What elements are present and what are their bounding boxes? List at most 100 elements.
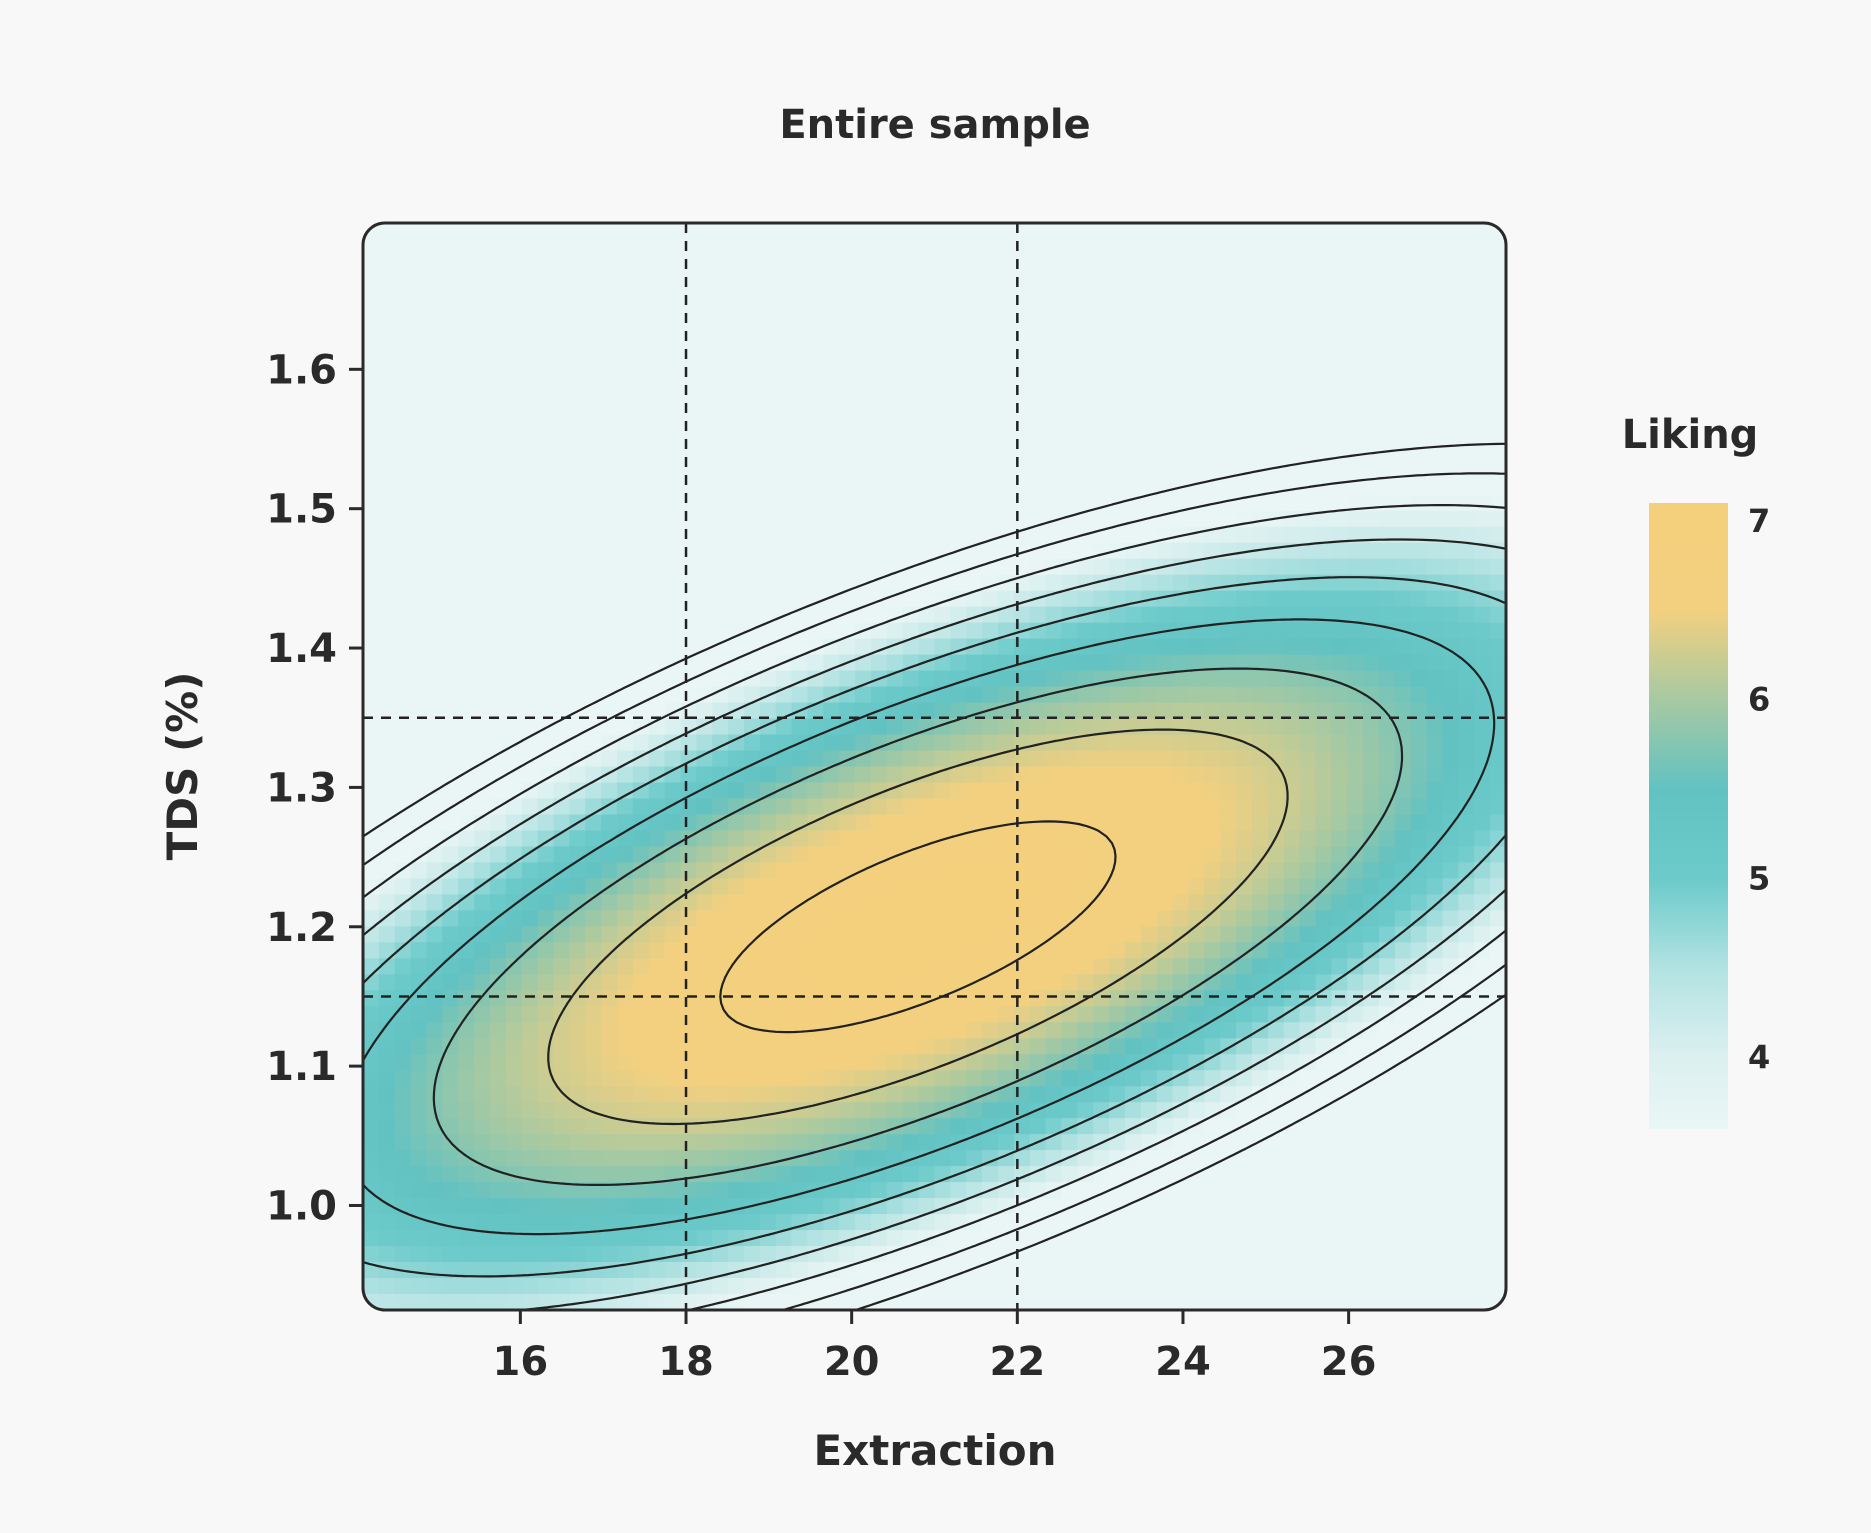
heat-cell (537, 270, 555, 288)
heat-cell (1045, 958, 1063, 976)
heat-cell (1442, 1006, 1460, 1024)
heat-cell (378, 302, 396, 320)
heat-cell (728, 350, 745, 368)
heat-cell (394, 1054, 412, 1072)
heat-cell (1458, 1102, 1476, 1119)
heat-cell (1172, 286, 1190, 304)
heat-cell (744, 366, 761, 384)
heat-cell (505, 1278, 523, 1295)
heat-cell (807, 334, 825, 352)
heat-cell (982, 1198, 999, 1215)
heat-cell (1236, 926, 1253, 944)
heat-cell (696, 286, 714, 304)
heat-cell (585, 990, 602, 1008)
heat-cell (1045, 798, 1063, 816)
heat-cell (458, 990, 475, 1008)
heat-cell (775, 430, 793, 448)
heat-cell (1061, 974, 1079, 992)
heat-cell (474, 254, 491, 272)
heat-cell (1267, 862, 1285, 880)
heat-cell (490, 814, 507, 832)
heat-cell (855, 958, 872, 976)
heat-cell (934, 494, 952, 512)
heat-cell (1299, 1230, 1317, 1247)
heat-cell (886, 750, 904, 768)
heat-cell (569, 446, 587, 464)
heat-cell (1315, 542, 1333, 560)
heat-cell (712, 590, 729, 608)
heat-cell (1188, 670, 1206, 688)
heat-cell (553, 430, 571, 448)
heat-cell (1109, 990, 1126, 1008)
heat-cell (728, 974, 745, 992)
heat-cell (1220, 1006, 1237, 1024)
heat-cell (918, 782, 936, 800)
heat-cell (1252, 1294, 1269, 1310)
heat-cell (1220, 1214, 1237, 1231)
heat-cell (744, 654, 761, 672)
heat-cell (696, 798, 714, 816)
heat-cell (1474, 1182, 1491, 1199)
heat-cell (442, 894, 460, 912)
heat-cell (902, 382, 920, 400)
heat-cell (378, 1166, 396, 1183)
heat-cell (696, 766, 714, 784)
heat-cell (1140, 1134, 1158, 1151)
heat-cell (1394, 846, 1412, 864)
heat-cell (505, 414, 523, 432)
heat-cell (1299, 910, 1317, 928)
heat-cell (918, 526, 936, 544)
heat-cell (1474, 1070, 1491, 1088)
heat-cell (585, 702, 602, 720)
heat-cell (1267, 750, 1285, 768)
heat-cell (982, 1022, 999, 1040)
heat-cell (1283, 238, 1301, 256)
heat-cell (775, 318, 793, 336)
heat-cell (1299, 1278, 1317, 1295)
heat-cell (458, 1198, 475, 1215)
heat-cell (855, 270, 872, 288)
heat-cell (998, 318, 1015, 336)
heat-cell (442, 1246, 460, 1263)
heat-cell (759, 814, 777, 832)
heat-cell (521, 1230, 539, 1247)
heat-cell (1394, 1230, 1412, 1247)
heat-cell (1490, 382, 1506, 400)
heat-cell (664, 270, 682, 288)
heat-cell (426, 1198, 444, 1215)
heat-cell (1156, 366, 1174, 384)
heat-cell (998, 814, 1015, 832)
heat-cell (902, 446, 920, 464)
heat-cell (1410, 798, 1428, 816)
heat-cell (902, 366, 920, 384)
heat-cell (1315, 862, 1333, 880)
heat-cell (712, 478, 729, 496)
heat-cell (585, 1134, 602, 1151)
heat-cell (696, 910, 714, 928)
heat-cell (696, 830, 714, 848)
heat-cell (744, 1246, 761, 1263)
heat-cell (617, 286, 634, 304)
heat-cell (569, 1070, 587, 1088)
heat-cell (553, 366, 571, 384)
heat-cell (1109, 1246, 1126, 1263)
heat-cell (1267, 223, 1285, 240)
heat-cell (807, 1086, 825, 1103)
heat-cell (1156, 270, 1174, 288)
heat-cell (1347, 318, 1364, 336)
heat-cell (1379, 382, 1396, 400)
heat-cell (807, 942, 825, 960)
heat-cell (632, 926, 650, 944)
heat-cell (664, 638, 682, 656)
heat-cell (490, 254, 507, 272)
heat-cell (998, 750, 1015, 768)
heat-cell (1331, 686, 1349, 704)
heat-cell (537, 1182, 555, 1199)
heat-cell (1315, 846, 1333, 864)
heat-cell (1093, 814, 1110, 832)
heat-cell (1379, 414, 1396, 432)
heat-cell (1156, 1214, 1174, 1231)
heat-cell (458, 542, 475, 560)
heat-cell (1125, 798, 1142, 816)
heat-cell (537, 958, 555, 976)
